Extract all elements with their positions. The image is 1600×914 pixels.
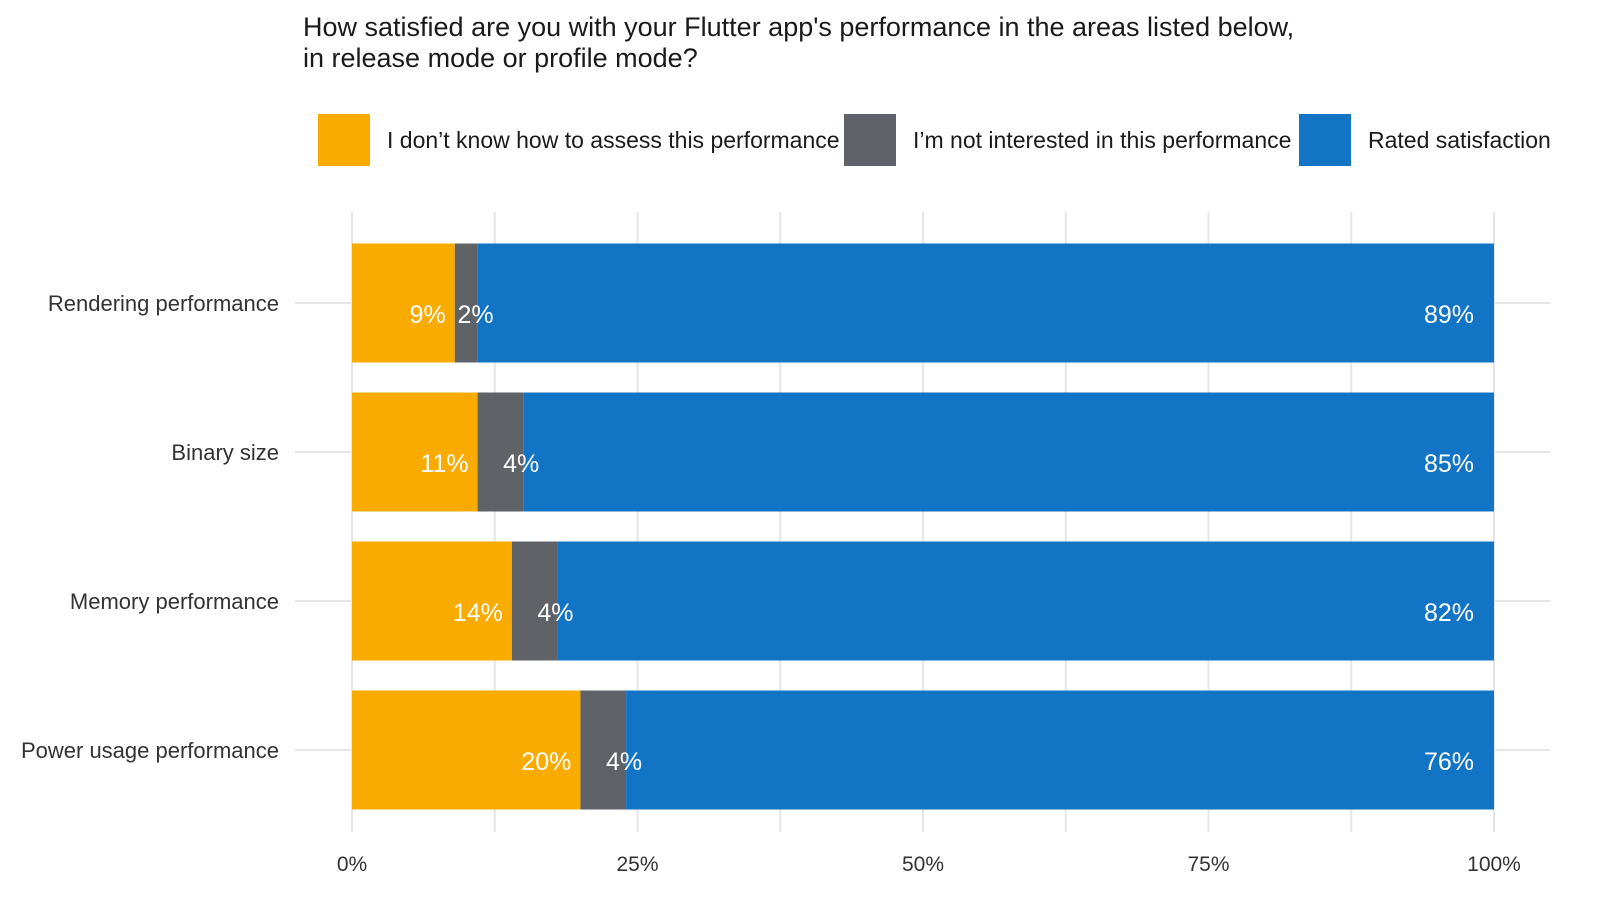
x-tick-label: 0% bbox=[337, 853, 367, 876]
bar-segment bbox=[523, 392, 1494, 512]
bar-segment bbox=[352, 243, 455, 363]
legend-label-rated-satisfaction: Rated satisfaction bbox=[1368, 126, 1551, 153]
bar-segment bbox=[352, 392, 478, 512]
bar-segment bbox=[477, 243, 1494, 363]
legend-item-rated-satisfaction: Rated satisfaction bbox=[1299, 114, 1551, 166]
data-label: 9% bbox=[410, 301, 446, 329]
x-tick-label: 25% bbox=[616, 853, 658, 876]
bar-segment bbox=[511, 541, 558, 661]
bar-segment bbox=[352, 541, 512, 661]
bar-segment bbox=[557, 541, 1494, 661]
legend-label-dont-know: I don’t know how to assess this performa… bbox=[387, 126, 840, 153]
chart-title: How satisfied are you with your Flutter … bbox=[303, 12, 1295, 73]
data-label: 2% bbox=[457, 301, 493, 329]
legend-swatch-dont-know bbox=[318, 114, 370, 166]
data-label: 4% bbox=[503, 450, 539, 478]
legend: I don’t know how to assess this performa… bbox=[0, 114, 1600, 166]
data-label: 14% bbox=[453, 599, 503, 627]
x-tick-label: 50% bbox=[902, 853, 944, 876]
category-label: Rendering performance bbox=[48, 291, 279, 316]
data-label: 4% bbox=[606, 748, 642, 776]
data-label: 82% bbox=[1424, 599, 1474, 627]
legend-item-dont-know: I don’t know how to assess this performa… bbox=[318, 114, 840, 166]
legend-label-not-interested: I’m not interested in this performance bbox=[913, 126, 1292, 153]
category-label: Binary size bbox=[171, 440, 279, 465]
data-label: 11% bbox=[420, 450, 468, 478]
legend-swatch-not-interested bbox=[844, 114, 896, 166]
legend-item-not-interested: I’m not interested in this performance bbox=[844, 114, 1291, 166]
legend-swatch-rated-satisfaction bbox=[1299, 114, 1351, 166]
data-label: 85% bbox=[1424, 450, 1474, 478]
data-label: 20% bbox=[521, 748, 571, 776]
data-label: 89% bbox=[1424, 301, 1474, 329]
category-label: Power usage performance bbox=[21, 738, 279, 763]
bar-segment bbox=[580, 690, 627, 810]
x-tick-label: 75% bbox=[1187, 853, 1229, 876]
bar-segment bbox=[477, 392, 524, 512]
bar-segment bbox=[454, 243, 478, 363]
x-tick-label: 100% bbox=[1467, 853, 1521, 876]
data-label: 76% bbox=[1424, 748, 1474, 776]
bar-segment bbox=[626, 690, 1494, 810]
data-label: 4% bbox=[537, 599, 573, 627]
category-label: Memory performance bbox=[70, 589, 279, 614]
bar-segment bbox=[352, 690, 581, 810]
